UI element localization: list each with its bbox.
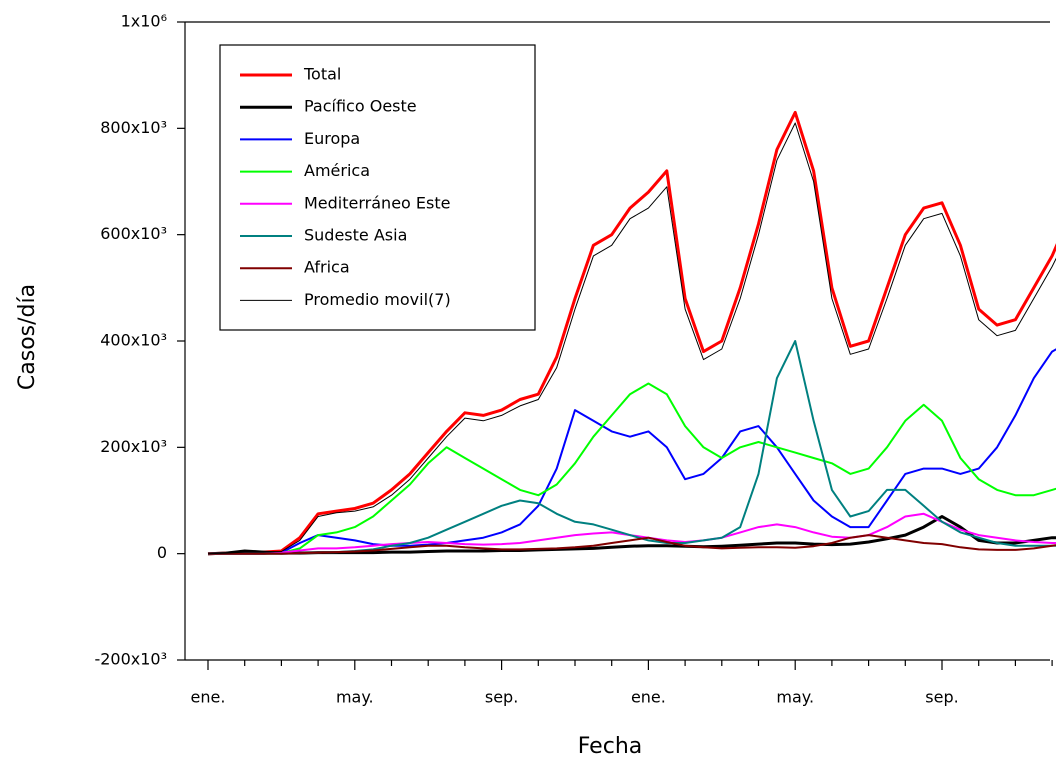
x-tick-label: sep. xyxy=(485,688,518,707)
legend-label: Africa xyxy=(304,258,350,277)
x-tick-label: ene. xyxy=(191,688,226,707)
legend-label: Pacífico Oeste xyxy=(304,97,417,116)
y-tick-label: 800x10³ xyxy=(100,118,167,137)
x-axis-label: Fecha xyxy=(578,734,643,759)
x-tick-label: may. xyxy=(336,688,374,707)
legend-box xyxy=(219,44,536,331)
series-line xyxy=(208,382,1056,555)
y-tick-label: -200x10³ xyxy=(94,650,167,669)
series-line xyxy=(207,122,1056,555)
series-line xyxy=(208,340,1056,555)
y-tick-label: 400x10³ xyxy=(100,331,167,350)
x-tick-label: may. xyxy=(776,688,814,707)
legend-label: Promedio movil(7) xyxy=(304,290,451,309)
series-line xyxy=(208,348,1056,555)
legend-label: Europa xyxy=(304,129,360,148)
legend-label: Mediterráneo Este xyxy=(304,193,450,212)
y-tick-label: 1x10⁶ xyxy=(121,12,167,31)
x-tick-label: sep. xyxy=(925,688,958,707)
legend-label: Sudeste Asia xyxy=(304,226,407,245)
y-tick-label: 600x10³ xyxy=(100,224,167,243)
x-tick-label: ene. xyxy=(631,688,666,707)
y-axis-label: Casos/día xyxy=(15,284,40,390)
series-line xyxy=(207,110,1056,556)
series-line xyxy=(208,534,1056,555)
legend-label: América xyxy=(304,161,370,180)
legend-label: Total xyxy=(303,65,341,84)
series-line xyxy=(208,512,1056,555)
y-tick-label: 0 xyxy=(157,543,167,562)
y-tick-label: 200x10³ xyxy=(100,437,167,456)
